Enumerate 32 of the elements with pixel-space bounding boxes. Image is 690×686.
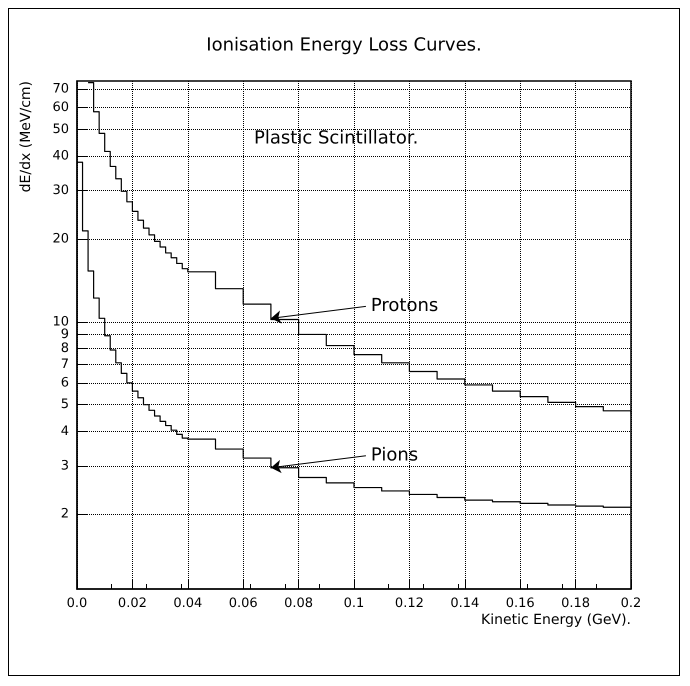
y-tick-label: 9 <box>60 326 69 342</box>
y-tick-label: 5 <box>60 397 69 412</box>
y-axis-title: dE/dx (MeV/cm) <box>18 81 34 192</box>
annotation: Plastic Scintillator. <box>254 128 418 148</box>
y-tick-label: 40 <box>52 148 69 164</box>
x-tick-label: 0.1 <box>344 596 364 611</box>
x-tick-label: 0.14 <box>450 596 480 611</box>
x-tick-label: 0.06 <box>228 596 258 611</box>
y-tick-label: 50 <box>52 122 69 137</box>
x-tick-label: 0.18 <box>561 596 590 611</box>
y-tick-label: 8 <box>60 341 69 356</box>
y-tick-label: 3 <box>60 458 69 474</box>
y-tick-label: 60 <box>52 100 69 116</box>
y-tick-label: 2 <box>60 506 69 522</box>
y-tick-label: 10 <box>52 314 69 330</box>
y-tick-label: 30 <box>52 183 69 198</box>
x-tick-label: 0.16 <box>506 596 535 611</box>
x-tick-label: 0.0 <box>66 596 88 611</box>
y-tick-label: 6 <box>60 375 69 390</box>
x-tick-label: 0.08 <box>284 596 314 611</box>
x-tick-label: 0.2 <box>620 596 642 611</box>
x-axis-title: Kinetic Energy (GeV). <box>481 612 631 628</box>
x-tick-label: 0.12 <box>394 596 424 611</box>
annotation: Protons <box>370 295 438 316</box>
y-tick-label: 20 <box>52 231 69 246</box>
annotation: Pions <box>370 444 418 466</box>
y-tick-label: 4 <box>60 424 69 439</box>
y-tick-label: 7 <box>60 356 69 372</box>
x-tick-label: 0.04 <box>173 596 202 611</box>
y-tick-label: 70 <box>52 82 69 97</box>
x-tick-label: 0.02 <box>118 596 147 611</box>
chart-title: Ionisation Energy Loss Curves. <box>206 34 482 56</box>
